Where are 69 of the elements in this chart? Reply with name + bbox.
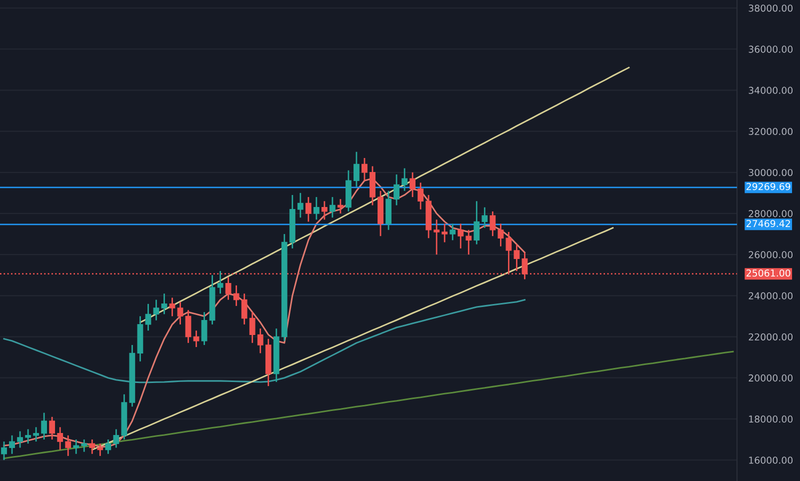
- ref-line-label: 29269.69: [746, 182, 790, 190]
- candlestick: [233, 284, 240, 307]
- candlestick: [57, 426, 64, 450]
- candlestick: [217, 270, 224, 294]
- line-series: [91, 227, 614, 451]
- line-series: [3, 299, 526, 384]
- candlestick: [201, 311, 208, 346]
- candlestick: [257, 328, 264, 354]
- candlestick: [177, 301, 184, 326]
- candlestick: [185, 309, 192, 344]
- candlestick: [330, 196, 336, 218]
- candlestick: [65, 434, 72, 457]
- y-tick-label: 30000.00: [748, 168, 793, 176]
- y-tick-label: 26000.00: [748, 251, 793, 258]
- candlestick: [49, 416, 56, 440]
- y-tick-label: 18000.00: [749, 416, 793, 423]
- candlestick: [161, 292, 168, 315]
- candlestick: [169, 297, 176, 317]
- candlestick: [466, 229, 472, 256]
- candlestick: [313, 196, 320, 220]
- candlestick: [442, 223, 448, 243]
- candlestick: [354, 151, 360, 188]
- candlestick: [458, 223, 464, 250]
- candlestick: [73, 438, 80, 455]
- candlestick: [249, 311, 256, 344]
- line-series: [3, 350, 734, 460]
- candlestick: [1, 440, 7, 461]
- candlestick: [97, 442, 104, 457]
- candlestick: [410, 172, 416, 198]
- candlestick: [25, 428, 31, 444]
- candlestick: [514, 244, 520, 272]
- candlestick: [297, 192, 304, 218]
- candlestick: [474, 200, 480, 245]
- candlestick: [89, 438, 96, 455]
- candlestick: [17, 430, 23, 448]
- candlestick: [338, 198, 344, 214]
- y-tick-label: 16000.00: [749, 456, 793, 464]
- candlestick: [113, 428, 120, 448]
- candlestick: [362, 157, 368, 182]
- y-tick-label: 22000.00: [748, 333, 793, 340]
- candlestick: [81, 438, 88, 453]
- line-series: [139, 66, 630, 324]
- candlestick: [33, 426, 39, 442]
- candlestick: [105, 438, 112, 455]
- candlestick: [418, 182, 424, 210]
- candlestick: [225, 276, 232, 300]
- y-tick-label: 36000.00: [748, 46, 793, 53]
- candlestick: [402, 168, 408, 192]
- candlestick: [145, 303, 152, 332]
- y-tick-label: 24000.00: [748, 292, 793, 300]
- y-tick-label: 34000.00: [748, 86, 793, 94]
- candlestick: [490, 210, 496, 237]
- candlestick: [321, 200, 328, 220]
- candlestick: [434, 218, 440, 256]
- y-tick-label: 38000.00: [748, 4, 793, 12]
- candlestick: [241, 292, 248, 326]
- candlestick: [482, 206, 488, 229]
- candlestick: [9, 434, 15, 455]
- candlestick: [498, 223, 504, 248]
- candlestick: [41, 412, 48, 440]
- candlestick: [394, 174, 400, 206]
- y-tick-label: 20000.00: [748, 374, 793, 382]
- y-tick-label: 28000.00: [748, 210, 793, 218]
- ref-line-label: 25061.00: [746, 269, 790, 277]
- candlestick: [305, 196, 312, 222]
- y-tick-label: 32000.00: [748, 128, 793, 136]
- candlestick: [153, 299, 160, 322]
- candlestick: [450, 223, 456, 241]
- ref-line-label: 27469.42: [746, 220, 790, 228]
